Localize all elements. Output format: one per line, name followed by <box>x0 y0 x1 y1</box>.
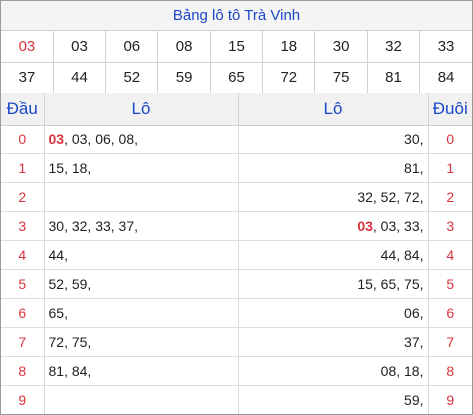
number-cell: 03 <box>1 31 54 63</box>
lo-left-cell: 44, <box>44 240 239 270</box>
lo-right-cell: 03, 03, 33, <box>238 211 429 242</box>
lo-right-text: 32, 52, 72, <box>357 189 424 206</box>
header-dau: Đầu <box>1 93 45 126</box>
header-lo-right: Lô <box>238 93 429 126</box>
number-cell: 30 <box>314 31 368 63</box>
dau-cell: 1 <box>1 153 45 184</box>
number-cell: 59 <box>157 62 211 94</box>
number-cell: 52 <box>105 62 159 94</box>
dau-cell: 7 <box>1 327 45 357</box>
number-cell: 33 <box>419 31 472 63</box>
number-cell: 15 <box>210 31 264 63</box>
duoi-cell: 8 <box>428 356 472 386</box>
dau-cell: 2 <box>1 182 45 213</box>
lo-right-text: 08, 18, <box>380 362 424 379</box>
lo-right-cell: 08, 18, <box>238 356 429 386</box>
lo-left-text: 44, <box>48 247 68 263</box>
lo-left-cell <box>44 385 239 414</box>
loto-row: 8 81, 84, 08, 18, 8 <box>1 356 472 386</box>
header-lo-left: Lô <box>44 93 239 126</box>
dau-cell: 9 <box>1 385 45 414</box>
lo-left-cell: 72, 75, <box>44 327 239 357</box>
lo-right-text: 30, <box>404 131 424 148</box>
lo-right-text: 59, <box>404 391 424 408</box>
number-cell: 72 <box>262 62 316 94</box>
lo-right-cell: 30, <box>238 125 429 155</box>
lo-left-text: 65, <box>48 304 68 321</box>
number-cell: 03 <box>53 31 107 63</box>
lo-left-text: 15, 18, <box>48 160 92 177</box>
numbers-row-1: 03 03 06 08 15 18 30 32 33 <box>1 31 472 63</box>
lo-right-cell: 32, 52, 72, <box>238 182 429 213</box>
loto-row: 3 30, 32, 33, 37, 03, 03, 33, 3 <box>1 211 472 242</box>
dau-cell: 0 <box>1 125 45 155</box>
dau-cell: 8 <box>1 356 45 386</box>
lo-right-cell: 15, 65, 75, <box>238 269 429 299</box>
dau-cell: 5 <box>1 269 45 299</box>
numbers-row-2: 37 44 52 59 65 72 75 81 84 <box>1 62 472 94</box>
loto-row: 1 15, 18, 81, 1 <box>1 153 472 184</box>
number-cell: 44 <box>53 62 107 94</box>
loto-row: 7 72, 75, 37, 7 <box>1 327 472 357</box>
highlighted-number: 03 <box>357 218 373 235</box>
duoi-cell: 9 <box>446 391 455 408</box>
lo-left-cell: 15, 18, <box>44 153 239 184</box>
number-cell: 06 <box>105 31 159 63</box>
loto-row: 6 65, 06, 6 <box>1 298 472 328</box>
lo-left-cell: 81, 84, <box>44 356 239 386</box>
number-cell: 75 <box>314 62 368 94</box>
lo-left-cell: 30, 32, 33, 37, <box>44 211 239 242</box>
lo-right-text: 15, 65, 75, <box>357 275 424 292</box>
lo-left-text: 81, 84, <box>48 362 92 379</box>
dau-cell: 4 <box>1 240 45 270</box>
lo-left-text: , 03, 06, 08, <box>64 131 139 148</box>
highlighted-number: 03 <box>48 131 65 148</box>
duoi-cell: 1 <box>428 153 472 184</box>
loto-row: 9 59, 9 <box>1 385 472 414</box>
lo-left-text: 72, 75, <box>48 333 92 350</box>
lo-left-cell <box>44 182 239 213</box>
lo-right-cell: 81, <box>238 153 429 184</box>
lo-left-cell: 65, <box>44 298 239 328</box>
loto-table: Đầu Lô Lô Đuôi 0 03, 03, 06, 08, 30, 0 1 15, … <box>1 93 472 414</box>
lo-left-cell: 52, 59, <box>44 269 239 299</box>
loto-row: 4 44, 44, 84, 4 <box>1 240 472 270</box>
loto-row: 5 52, 59, 15, 65, 75, 5 <box>1 269 472 299</box>
lo-right-text: , 03, 33, <box>372 218 424 235</box>
lo-left-text: 52, 59, <box>48 275 92 292</box>
number-cell: 65 <box>210 62 264 94</box>
lo-right-text: 37, <box>404 333 424 350</box>
header-duoi: Đuôi <box>428 93 472 126</box>
lo-left-text: 30, 32, 33, 37, <box>48 218 139 235</box>
duoi-cell: 0 <box>428 125 472 155</box>
duoi-cell: 5 <box>428 269 472 299</box>
number-cell: 84 <box>419 62 472 94</box>
number-cell: 37 <box>1 62 54 94</box>
loto-row: 2 32, 52, 72, 2 <box>1 182 472 213</box>
duoi-cell: 4 <box>428 240 472 270</box>
duoi-cell: 6 <box>428 298 472 328</box>
lo-right-cell: 59, <box>238 385 429 414</box>
number-cell: 18 <box>262 31 316 63</box>
lo-right-cell: 44, 84, <box>238 240 429 270</box>
loto-header-row: Đầu Lô Lô Đuôi <box>1 93 472 126</box>
duoi-cell: 3 <box>428 211 472 242</box>
number-cell: 32 <box>367 31 421 63</box>
lo-right-text: 44, 84, <box>380 247 424 263</box>
dau-cell: 6 <box>1 298 45 328</box>
lo-right-cell: 37, <box>238 327 429 357</box>
dau-cell: 3 <box>1 211 45 242</box>
duoi-cell: 7 <box>428 327 472 357</box>
number-cell: 08 <box>157 31 211 63</box>
table-title: Bảng lô tô Trà Vinh <box>1 1 472 31</box>
lo-right-text: 06, <box>404 304 424 321</box>
loto-row: 0 03, 03, 06, 08, 30, 0 <box>1 125 472 155</box>
duoi-cell: 2 <box>428 182 472 213</box>
lo-left-cell: 03, 03, 06, 08, <box>44 125 239 155</box>
loto-body: 0 03, 03, 06, 08, 30, 0 1 15, 18, 81, 1 2 32, 52,… <box>1 125 472 414</box>
number-cell: 81 <box>367 62 421 94</box>
lo-right-text: 81, <box>404 160 424 177</box>
results-number-grid: 03 03 06 08 15 18 30 32 33 37 44 52 59 6… <box>1 31 472 94</box>
lo-right-cell: 06, <box>238 298 429 328</box>
